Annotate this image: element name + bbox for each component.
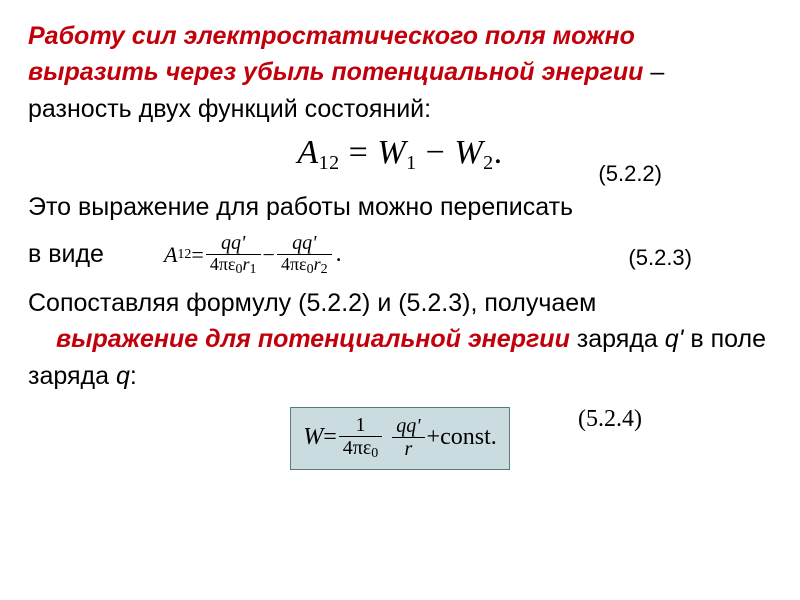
eq523-den1-0: 0 [236,262,243,277]
eq524-frac1: 1 4πε0 [337,414,385,461]
eq524-const: const. [440,424,497,451]
para-3: Сопоставляя формулу (5.2.2) и (5.2.3), п… [28,285,772,394]
eq522-1: 1 [406,152,417,174]
eq522-eq: = [340,134,378,171]
eq523-den1: 4πε0r1 [206,255,261,277]
eq523-12: 12 [177,247,191,263]
eq523-den2-0: 0 [307,262,314,277]
equation-522-number: (5.2.2) [598,161,662,187]
eq522-W2: W [454,134,483,171]
eq522-2: 2 [483,152,494,174]
para-2-line1: Это выражение для работы можно переписат… [28,189,772,225]
eq523-den2: 4πε0r2 [277,255,332,277]
eq524-plus: + [427,424,441,451]
eq524-f2-den: r [392,438,424,460]
equation-523: A12 = qq' 4πε0r1 − qq' 4πε0r2 . [164,232,342,277]
eq524-eq: = [323,424,337,451]
equation-524-box: W = 1 4πε0 qq' r + const. [290,407,510,470]
eq523-den2-4pe: 4πε [281,254,307,274]
eq522-12: 12 [319,152,340,174]
para-3-c: заряда [570,325,665,353]
eq524-frac2: qq' r [390,415,426,460]
eq524-f1-den-4pe: 4πε [343,437,372,459]
eq522-dot: . [494,134,503,171]
eq523-num1: qq' [206,232,261,255]
equation-524-row: W = 1 4πε0 qq' r + const. (5.2.4) [28,402,772,476]
eq524-W: W [303,424,323,451]
equation-522-row: A12 = W1 − W2. (5.2.2) [28,129,772,181]
para-3-q2: q [116,362,130,390]
eq523-frac2: qq' 4πε0r2 [275,232,334,277]
eq523-den2-r: r [314,254,321,274]
eq523-minus: − [263,242,275,268]
equation-523-number: (5.2.3) [628,245,692,271]
eq523-den1-r: r [243,254,250,274]
para-3-emphasis: выражение для потенциальной энергии [56,325,570,353]
slide: Работу сил электростатического поля можн… [0,0,800,486]
eq523-A: A [164,242,177,268]
equation-524: W = 1 4πε0 qq' r + const. [303,414,497,461]
eq523-frac1: qq' 4πε0r1 [204,232,263,277]
eq524-f1-den-0: 0 [371,446,378,461]
eq524-f1-num: 1 [339,414,383,437]
para-3-a: Сопоставляя формулу (5.2.2) и (5.2.3), п… [28,289,596,317]
equation-522: A12 = W1 − W2. [297,134,502,175]
eq523-den1-4pe: 4πε [210,254,236,274]
para-3-e: : [130,362,137,390]
equation-523-row: в виде A12 = qq' 4πε0r1 − qq' 4πε0r2 . (… [28,227,772,283]
eq522-A: A [297,134,318,171]
eq523-dot: . [336,241,342,268]
equation-524-number: (5.2.4) [578,406,642,433]
eq522-W1: W [377,134,406,171]
eq523-den2-r2: 2 [321,262,328,277]
para-3-indent: выражение для потенциальной энергии заря… [28,325,766,389]
eq524-f2-num: qq' [392,415,424,438]
eq523-den1-r1: 1 [250,262,257,277]
eq523-eq: = [191,242,203,268]
eq523-num2: qq' [277,232,332,255]
para-3-q1: q' [665,325,684,353]
para-1: Работу сил электростатического поля можн… [28,18,772,127]
para-1-emphasis: Работу сил электростатического поля можн… [28,22,643,86]
eq522-minus: − [417,134,455,171]
para-2-line2: в виде [28,236,104,272]
eq524-f1-den: 4πε0 [339,437,383,461]
